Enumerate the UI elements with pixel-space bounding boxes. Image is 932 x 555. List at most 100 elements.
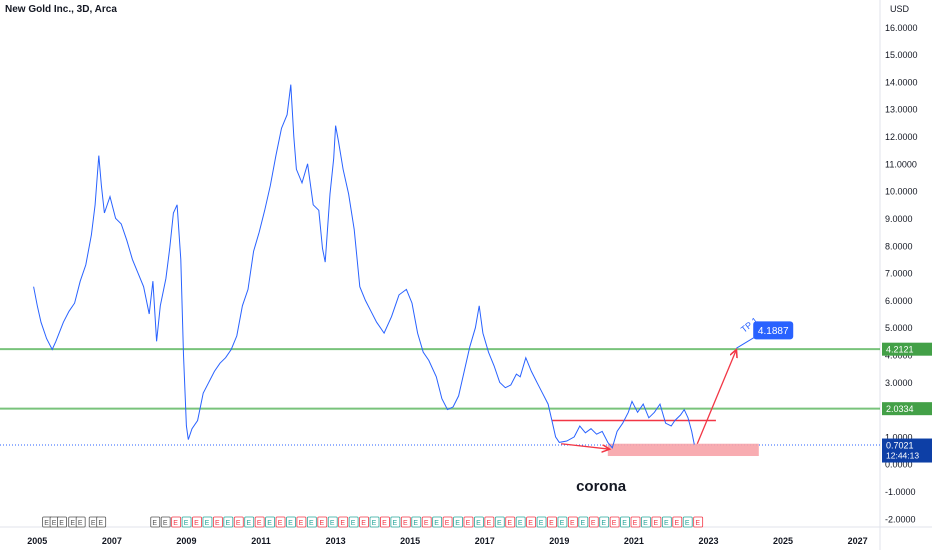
earnings-marker — [233, 516, 244, 528]
last-price-label: 0.7021 — [886, 441, 914, 451]
earnings-marker — [672, 516, 683, 528]
x-tick-label: 2005 — [27, 536, 47, 546]
earnings-marker-label: E — [445, 520, 450, 527]
corona-label: corona — [576, 478, 627, 495]
earnings-marker-label: E — [309, 520, 314, 527]
y-tick-label: 5.0000 — [885, 323, 913, 333]
x-tick-label: 2019 — [549, 536, 569, 546]
earnings-marker — [588, 516, 599, 528]
earnings-marker-label: E — [654, 520, 659, 527]
earnings-marker — [75, 516, 86, 528]
tp-arrow — [696, 350, 736, 444]
earnings-marker-label: E — [59, 520, 64, 527]
earnings-marker-label: E — [507, 520, 512, 527]
earnings-marker-label: E — [215, 520, 220, 527]
earnings-marker — [494, 516, 505, 528]
earnings-marker — [359, 516, 369, 528]
earnings-marker — [567, 516, 578, 528]
earnings-marker — [317, 516, 328, 528]
earnings-marker-label: E — [549, 520, 554, 527]
earnings-marker — [421, 516, 432, 528]
earnings-marker — [515, 516, 526, 528]
earnings-marker — [275, 516, 286, 528]
earnings-marker-label: E — [98, 520, 103, 527]
earnings-marker-label: E — [70, 520, 75, 527]
earnings-marker-label: E — [413, 520, 418, 527]
earnings-marker — [265, 516, 275, 528]
earnings-marker-label: E — [225, 520, 230, 527]
earnings-marker-label: E — [455, 520, 460, 527]
earnings-marker — [202, 516, 213, 528]
y-tick-label: 13.0000 — [885, 105, 918, 115]
earnings-marker — [641, 516, 651, 528]
earnings-marker — [661, 516, 672, 528]
earnings-marker — [96, 516, 107, 528]
earnings-marker — [682, 516, 693, 528]
target-label: 4.1887 — [758, 326, 789, 337]
earnings-marker-label: E — [236, 520, 241, 527]
earnings-marker-label: E — [194, 520, 199, 527]
earnings-marker-label: E — [633, 520, 638, 527]
earnings-marker — [223, 516, 234, 528]
earnings-marker-label: E — [580, 520, 585, 527]
earnings-marker-label: E — [674, 520, 679, 527]
earnings-marker-label: E — [78, 520, 83, 527]
earnings-marker-label: E — [403, 520, 408, 527]
earnings-marker-label: E — [330, 520, 335, 527]
y-tick-label: 8.0000 — [885, 241, 913, 251]
earnings-marker — [463, 516, 474, 528]
earnings-marker — [432, 516, 443, 528]
earnings-marker-label: E — [622, 520, 627, 527]
earnings-marker — [212, 516, 223, 528]
earnings-marker — [693, 516, 704, 528]
x-tick-label: 2017 — [475, 536, 495, 546]
earnings-marker — [160, 516, 171, 528]
tp-line — [736, 335, 758, 349]
support-box — [607, 443, 759, 457]
level-price-box — [882, 342, 932, 356]
earnings-marker-label: E — [382, 520, 387, 527]
currency-label: USD — [890, 4, 910, 14]
earnings-marker-label: E — [434, 520, 439, 527]
y-tick-label: 16.0000 — [885, 23, 918, 33]
earnings-marker-label: E — [518, 520, 523, 527]
last-price-box — [882, 438, 932, 463]
x-tick-label: 2021 — [624, 536, 644, 546]
earnings-marker-label: E — [288, 520, 293, 527]
price-series-line — [33, 84, 695, 449]
earnings-marker-label: E — [299, 520, 304, 527]
x-tick-label: 2027 — [848, 536, 868, 546]
earnings-marker — [254, 516, 265, 528]
earnings-marker — [57, 516, 67, 528]
earnings-marker — [557, 516, 568, 528]
earnings-marker-label: E — [152, 520, 157, 527]
level-price-label: 4.2121 — [886, 345, 914, 355]
earnings-marker — [181, 516, 192, 528]
earnings-marker — [192, 516, 202, 528]
earnings-marker-label: E — [267, 520, 272, 527]
earnings-marker — [348, 516, 359, 528]
earnings-marker-label: E — [340, 520, 345, 527]
earnings-marker — [620, 516, 630, 528]
x-tick-label: 2023 — [698, 536, 718, 546]
earnings-marker-label: E — [205, 520, 210, 527]
earnings-marker — [536, 516, 547, 528]
earnings-marker — [380, 516, 390, 528]
y-tick-label: 11.0000 — [885, 159, 917, 169]
earnings-marker-label: E — [685, 520, 690, 527]
x-tick-label: 2011 — [251, 536, 271, 546]
earnings-marker-label: E — [487, 520, 492, 527]
earnings-marker-label: E — [497, 520, 502, 527]
earnings-marker — [442, 516, 453, 528]
earnings-marker — [244, 516, 255, 528]
earnings-marker-label: E — [184, 520, 189, 527]
earnings-marker — [651, 516, 662, 528]
earnings-marker-label: E — [278, 520, 283, 527]
y-tick-label: 0.0000 — [885, 460, 913, 470]
earnings-marker-label: E — [466, 520, 471, 527]
x-tick-label: 2025 — [773, 536, 793, 546]
corona-arrow — [561, 443, 609, 449]
earnings-marker-label: E — [52, 520, 57, 527]
